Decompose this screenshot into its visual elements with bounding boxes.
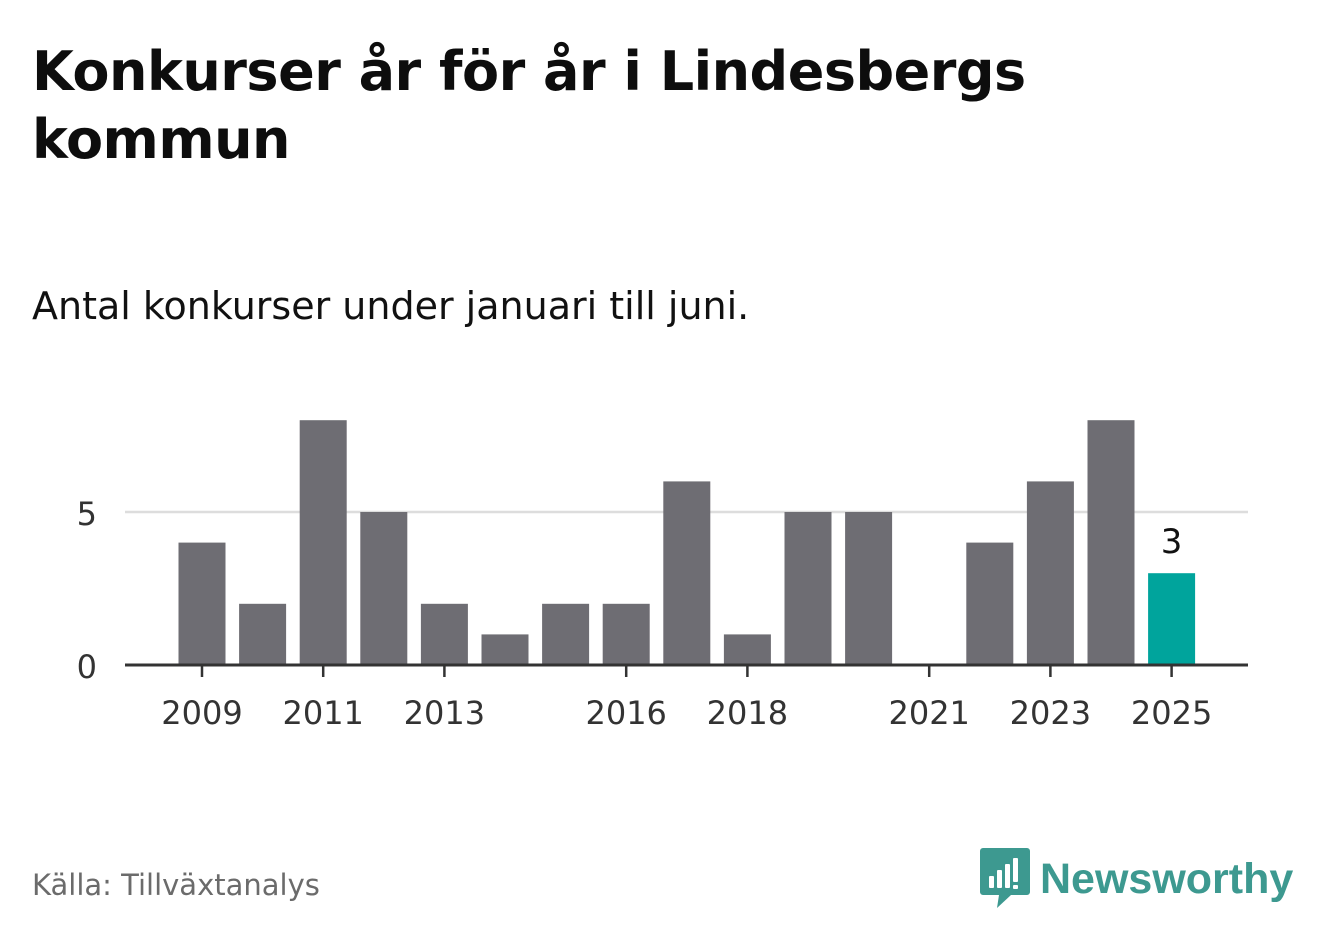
bar-2023	[1026, 481, 1074, 665]
y-tick-label-5: 5	[77, 495, 97, 533]
bar-2025	[1148, 573, 1196, 665]
labels: 0 5 2009 2011 2013 2016 2018 2021 2023 2025 3	[77, 495, 1213, 732]
bars	[178, 420, 1196, 665]
x-tick-label-2018: 2018	[707, 694, 788, 732]
newsworthy-logo[interactable]: Newsworthy	[980, 848, 1293, 910]
brand-name: Newsworthy	[1040, 854, 1294, 903]
bar-2020	[845, 512, 893, 665]
bar-2018	[723, 634, 771, 665]
bar-2024	[1087, 420, 1135, 665]
bar-2019	[784, 512, 832, 665]
bar-2014	[481, 634, 529, 665]
data-label-2025: 3	[1161, 522, 1183, 562]
x-tick-label-2021: 2021	[888, 694, 969, 732]
axes	[125, 663, 1248, 677]
bar-2009	[178, 542, 226, 665]
bar-2013	[420, 603, 468, 665]
x-tick-label-2009: 2009	[161, 694, 242, 732]
x-tick-label-2016: 2016	[585, 694, 666, 732]
bar-2016	[602, 603, 650, 665]
chart-subtitle: Antal konkurser under januari till juni.	[32, 284, 750, 328]
bar-2017	[663, 481, 711, 665]
x-tick-label-2013: 2013	[404, 694, 485, 732]
bar-2015	[542, 603, 590, 665]
x-tick-label-2023: 2023	[1010, 694, 1091, 732]
bar-2022	[966, 542, 1014, 665]
bar-chart: 0 5 2009 2011 2013 2016 2018 2021 2023 2025 3	[77, 420, 1248, 732]
y-tick-label-0: 0	[77, 648, 97, 686]
bar-chart-badge-icon	[980, 848, 1030, 908]
x-tick-label-2011: 2011	[282, 694, 363, 732]
bar-2011	[299, 420, 347, 665]
bar-2010	[239, 603, 287, 665]
x-tick-label-2025: 2025	[1131, 694, 1212, 732]
source-note: Källa: Tillväxtanalys	[32, 868, 320, 902]
chart-title: Konkurser år för år i Lindesbergs kommun	[32, 40, 1026, 171]
bar-2012	[360, 512, 408, 665]
